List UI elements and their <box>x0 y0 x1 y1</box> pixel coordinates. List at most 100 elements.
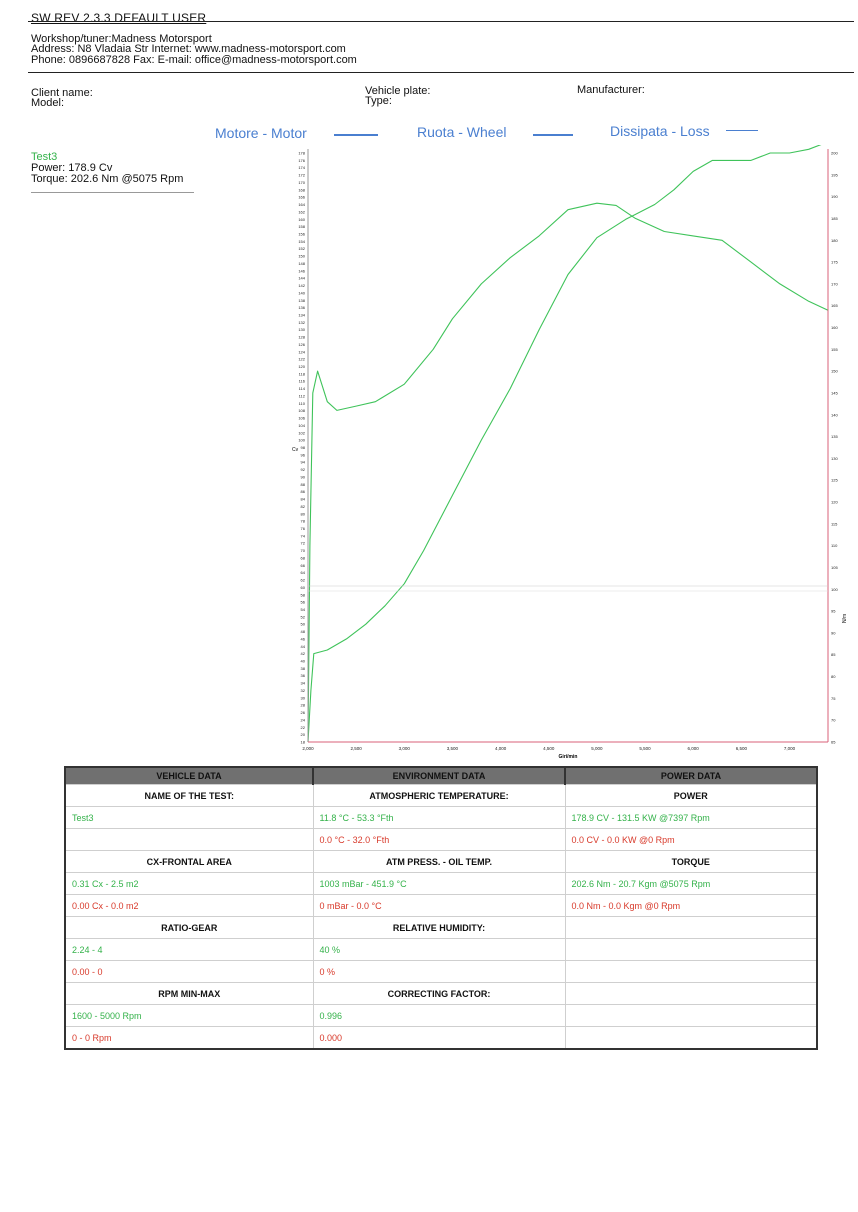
right-axis-ticks: 65 70 75 80 85 90 95 100 105 110 115 120 125 130 135 14… <box>831 151 838 745</box>
left-tick-label: 82 <box>301 504 306 509</box>
x-tick-label: 5,500 <box>639 746 651 751</box>
table-cell: 202.6 Nm - 20.7 Kgm @5075 Rpm <box>565 872 818 895</box>
table-cell: RELATIVE HUMIDITY: <box>313 916 566 939</box>
left-tick-label: 122 <box>298 357 305 362</box>
table-row: 0.0 °C - 32.0 °Fth 0.0 CV - 0.0 KW @0 Rpm <box>65 828 818 851</box>
left-tick-label: 56 <box>301 600 306 605</box>
table-cell: 40 % <box>313 938 566 961</box>
left-tick-label: 20 <box>301 732 306 737</box>
header-vehicle-data: VEHICLE DATA <box>65 767 314 785</box>
legend-loss-swatch <box>726 130 758 131</box>
right-tick-label: 75 <box>831 696 836 701</box>
table-cell: 11.8 °C - 53.3 °Fth <box>313 806 566 829</box>
manufacturer-label: Manufacturer: <box>577 84 645 96</box>
right-tick-label: 175 <box>831 260 838 265</box>
left-tick-label: 106 <box>298 416 305 421</box>
left-tick-label: 60 <box>301 585 306 590</box>
left-tick-label: 98 <box>301 445 306 450</box>
left-tick-label: 26 <box>301 710 306 715</box>
summary-torque: Torque: 202.6 Nm @5075 Rpm <box>31 173 184 185</box>
table-cell: NAME OF THE TEST: <box>65 784 314 807</box>
series-layer <box>307 145 828 743</box>
table-row: RPM MIN-MAX CORRECTING FACTOR: <box>65 982 818 1005</box>
right-tick-label: 65 <box>831 740 836 745</box>
x-tick-label: 2,000 <box>302 746 314 751</box>
table-row: 1600 - 5000 Rpm 0.996 <box>65 1004 818 1027</box>
dyno-chart: 18 20 22 24 26 28 30 32 34 36 38 40 42 44 46 48 50 52 54 56… <box>292 145 848 760</box>
left-tick-label: 178 <box>298 151 305 156</box>
table-cell: POWER <box>565 784 818 807</box>
header-rule <box>28 21 854 22</box>
left-tick-label: 32 <box>301 688 306 693</box>
left-tick-label: 96 <box>301 452 306 457</box>
right-tick-label: 155 <box>831 347 838 352</box>
table-cell: 1600 - 5000 Rpm <box>65 1004 314 1027</box>
table-cell <box>565 960 818 983</box>
legend-loss-label: Dissipata - Loss <box>610 123 710 139</box>
left-tick-label: 164 <box>298 202 305 207</box>
left-tick-label: 40 <box>301 659 306 664</box>
power-curve <box>307 145 822 743</box>
left-tick-label: 110 <box>299 401 306 406</box>
table-row: 0.31 Cx - 2.5 m2 1003 mBar - 451.9 °C 202.… <box>65 872 818 895</box>
table-cell <box>565 916 818 939</box>
right-tick-label: 105 <box>831 565 838 570</box>
left-tick-label: 144 <box>298 276 305 281</box>
left-tick-label: 128 <box>298 335 305 340</box>
table-cell: Test3 <box>65 806 314 829</box>
left-tick-label: 160 <box>298 217 305 222</box>
x-tick-label: 7,000 <box>784 746 796 751</box>
table-cell: ATMOSPHERIC TEMPERATURE: <box>313 784 566 807</box>
x-tick-label: 4,500 <box>543 746 555 751</box>
right-tick-label: 90 <box>831 630 836 635</box>
left-tick-label: 116 <box>299 379 306 384</box>
right-tick-label: 95 <box>831 609 836 614</box>
left-tick-label: 100 <box>298 438 305 443</box>
left-tick-label: 28 <box>301 703 306 708</box>
left-tick-label: 30 <box>301 695 306 700</box>
legend-motor-swatch <box>334 134 378 136</box>
left-tick-label: 74 <box>301 533 306 538</box>
table-cell: 0.000 <box>313 1026 566 1049</box>
left-tick-label: 70 <box>301 548 306 553</box>
left-tick-label: 148 <box>298 261 305 266</box>
left-tick-label: 64 <box>301 570 306 575</box>
left-tick-label: 176 <box>298 158 305 163</box>
left-tick-label: 34 <box>301 681 306 686</box>
table-cell: 0 - 0 Rpm <box>65 1026 314 1049</box>
right-tick-label: 170 <box>831 281 838 286</box>
data-table: VEHICLE DATA ENVIRONMENT DATA POWER DATA… <box>64 766 818 1050</box>
table-cell <box>565 982 818 1005</box>
x-axis-ticks: 2,000 2,500 3,000 3,500 4,000 4,500 5,000 5,500… <box>302 746 795 751</box>
right-tick-label: 125 <box>831 478 838 483</box>
table-cell: RPM MIN-MAX <box>65 982 314 1005</box>
phone-line: Phone: 0896687828 Fax: E-mail: office@ma… <box>31 54 357 66</box>
table-cell: 0.0 Nm - 0.0 Kgm @0 Rpm <box>565 894 818 917</box>
right-tick-label: 80 <box>831 674 836 679</box>
type-label: Type: <box>365 95 392 107</box>
right-tick-label: 195 <box>831 172 838 177</box>
left-tick-label: 58 <box>301 592 306 597</box>
table-cell: 0.0 °C - 32.0 °Fth <box>313 828 566 851</box>
table-cell <box>65 828 314 851</box>
left-tick-label: 66 <box>301 563 306 568</box>
legend-motor-label: Motore - Motor <box>215 125 307 141</box>
left-tick-label: 146 <box>298 268 305 273</box>
right-tick-label: 140 <box>831 412 838 417</box>
right-tick-label: 190 <box>831 194 838 199</box>
summary-rule <box>31 192 194 193</box>
right-tick-label: 185 <box>831 216 838 221</box>
left-tick-label: 120 <box>298 364 305 369</box>
table-row: 0 - 0 Rpm 0.000 <box>65 1026 818 1049</box>
table-cell: 0.31 Cx - 2.5 m2 <box>65 872 314 895</box>
left-tick-label: 118 <box>299 371 306 376</box>
summary-power: Power: 178.9 Cv <box>31 162 113 174</box>
table-row: 0.00 Cx - 0.0 m2 0 mBar - 0.0 °C 0.0 Nm - … <box>65 894 818 917</box>
x-tick-label: 5,000 <box>591 746 603 751</box>
address-line: Address: N8 Vladaia Str Internet: www.ma… <box>31 43 346 55</box>
left-tick-label: 76 <box>301 526 306 531</box>
table-cell: 0.00 - 0 <box>65 960 314 983</box>
left-tick-label: 42 <box>301 651 306 656</box>
right-tick-label: 100 <box>831 587 838 592</box>
model-label: Model: <box>31 97 65 109</box>
